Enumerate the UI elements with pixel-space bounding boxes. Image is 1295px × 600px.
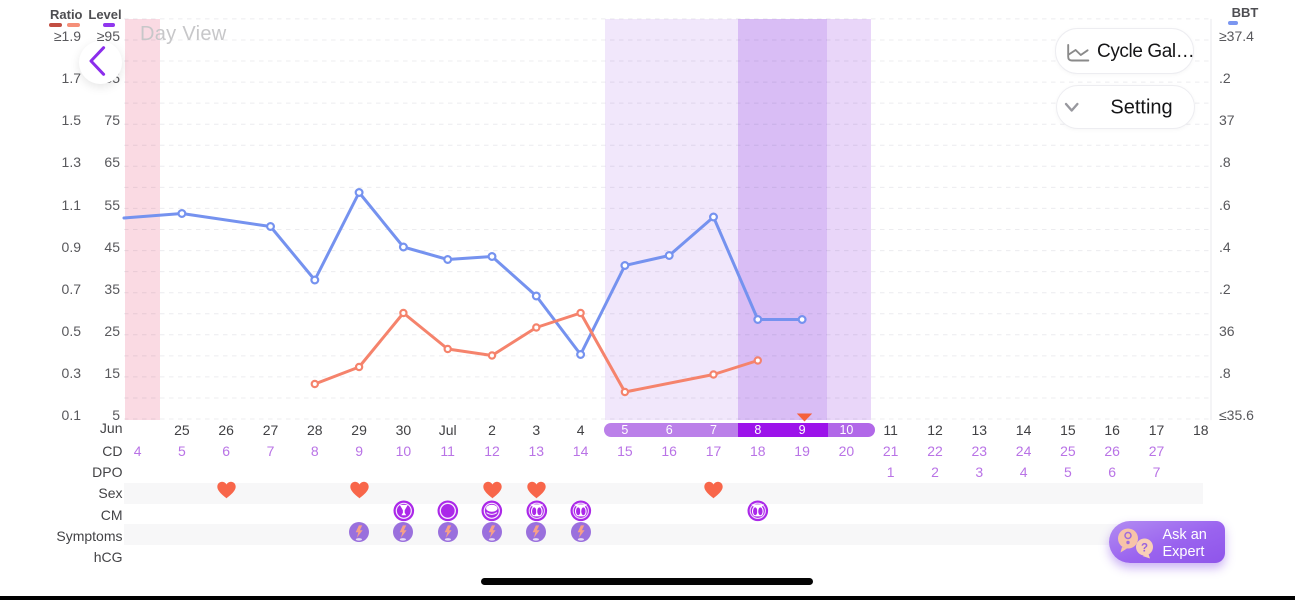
svg-text:?: ? <box>1141 542 1148 554</box>
